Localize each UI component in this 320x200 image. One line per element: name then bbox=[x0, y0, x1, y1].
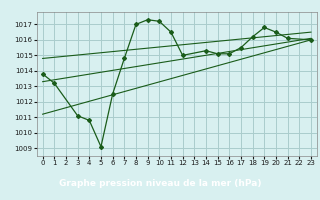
Text: Graphe pression niveau de la mer (hPa): Graphe pression niveau de la mer (hPa) bbox=[59, 179, 261, 188]
